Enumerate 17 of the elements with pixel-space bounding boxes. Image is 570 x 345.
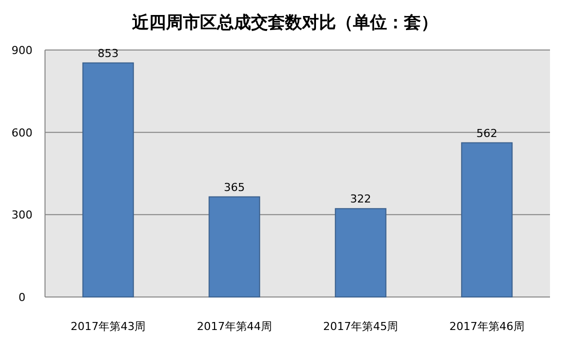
x-tick-label: 2017年第45周 [323,320,398,333]
data-label: 322 [350,192,372,206]
bar [334,208,386,298]
data-label: 853 [98,46,119,60]
x-tick-label: 2017年第43周 [70,320,146,333]
y-tick-label: 600 [12,126,32,140]
y-tick-label: 300 [12,208,32,222]
bar [208,196,260,298]
data-label: 562 [476,126,498,140]
data-label: 365 [224,180,245,194]
chart-title: 近四周市区总成交套数对比（单位：套） [131,13,438,33]
bar [82,62,134,298]
x-tick-label: 2017年第44周 [196,320,272,333]
x-tick-label: 2017年第46周 [449,320,524,333]
y-tick-label: 0 [18,291,26,304]
bar [461,142,513,298]
y-tick-label: 900 [12,44,32,57]
